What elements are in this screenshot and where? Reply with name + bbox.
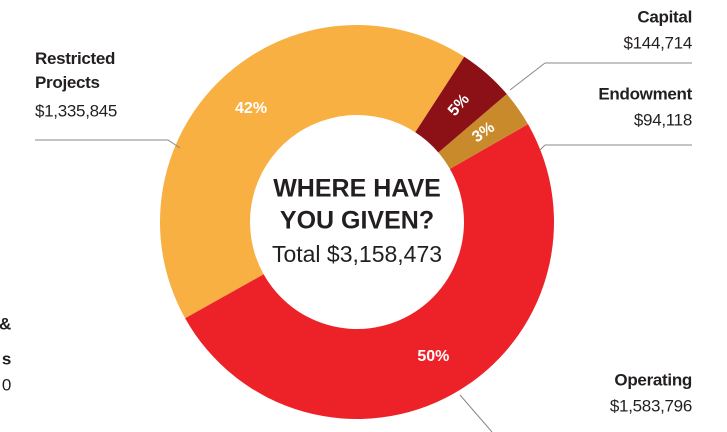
leader-line	[539, 144, 692, 151]
donut-segment	[438, 94, 528, 169]
value-label: $144,714	[623, 33, 692, 52]
donut-segment	[160, 24, 465, 319]
value-label: $94,118	[634, 110, 692, 129]
donut-segment	[185, 124, 555, 420]
center-title: YOU GIVEN?	[280, 207, 434, 235]
category-label: Endowment	[598, 84, 692, 103]
leader-line	[459, 394, 493, 432]
category-label: Operating	[614, 370, 692, 389]
leader-line	[35, 139, 181, 149]
value-label: $1,583,796	[610, 396, 692, 415]
percent-label: 50%	[417, 348, 449, 365]
percent-label: 42%	[235, 100, 267, 117]
donut-segment	[415, 56, 507, 153]
category-label: Capital	[637, 7, 692, 26]
category-label: Restricted Projects	[35, 49, 115, 92]
cropped-label: s	[2, 349, 11, 368]
leader-line	[509, 62, 692, 91]
value-label: $1,335,845	[35, 101, 117, 120]
center-total: Total $3,158,473	[272, 241, 442, 267]
cropped-label: 0	[2, 375, 11, 394]
center-title: WHERE HAVE	[273, 175, 441, 203]
cropped-label: &	[0, 314, 11, 333]
